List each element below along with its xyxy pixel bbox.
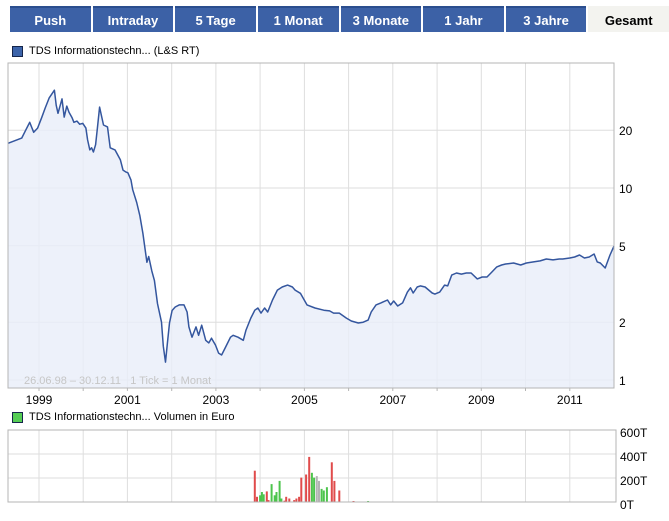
volume-bar: [338, 490, 341, 502]
volume-y-axis-label: 400T: [620, 450, 648, 464]
volume-bar: [285, 496, 288, 502]
volume-bar: [256, 496, 258, 502]
volume-chart: 600T 400T 200T 0T: [7, 426, 648, 512]
range-toolbar: Push Intraday 5 Tage 1 Monat 3 Monate 1 Jahr 3…: [10, 6, 669, 32]
volume-bar: [308, 456, 311, 502]
volume-bar: [273, 495, 276, 502]
volume-legend: TDS Informationstechn... Volumen in Euro: [12, 410, 234, 424]
range-button-5-tage[interactable]: 5 Tage: [175, 6, 256, 32]
price-line-series: [7, 89, 615, 363]
volume-y-axis-label: 200T: [620, 474, 648, 488]
price-legend: TDS Informationstechn... (L&S RT): [12, 44, 199, 58]
range-button-gesamt[interactable]: Gesamt: [588, 6, 669, 32]
price-y-axis-label: 5: [619, 240, 626, 254]
volume-y-axis-label: 0T: [620, 498, 635, 512]
x-axis-year-label: 2005: [291, 393, 318, 407]
range-button-push[interactable]: Push: [10, 6, 91, 32]
volume-bar: [295, 498, 298, 502]
price-y-axis-label: 20: [619, 124, 633, 138]
volume-bar: [253, 470, 256, 502]
volume-plot-frame: [7, 429, 617, 503]
volume-bar: [267, 500, 270, 502]
volume-bar: [259, 495, 262, 502]
volume-bar: [322, 490, 325, 502]
volume-bar: [325, 487, 328, 502]
x-axis-year-label: 2011: [557, 393, 583, 407]
volume-bar: [280, 498, 283, 502]
price-area-fill: [8, 90, 614, 388]
price-y-axis-label: 1: [619, 374, 626, 388]
volume-bar: [330, 462, 333, 502]
volume-bar: [260, 492, 263, 502]
range-button-1-jahr[interactable]: 1 Jahr: [423, 6, 504, 32]
range-button-intraday[interactable]: Intraday: [92, 6, 174, 32]
volume-bar: [275, 492, 278, 502]
volume-bar: [305, 474, 308, 502]
volume-bar: [288, 498, 291, 502]
price-y-axis-label: 2: [619, 316, 626, 330]
volume-bar: [300, 477, 303, 502]
x-axis-year-label: 2003: [203, 393, 230, 407]
volume-bar: [262, 494, 265, 502]
price-legend-label: TDS Informationstechn... (L&S RT): [29, 45, 200, 57]
x-axis-year-label: 1999: [26, 393, 53, 407]
volume-bar: [313, 477, 316, 502]
volume-bar: [315, 476, 318, 502]
volume-bar: [283, 500, 286, 502]
x-axis-year-label: 2001: [114, 393, 141, 407]
price-chart: 26.06.98 – 30.12.11 1 Tick = 1 Monat 1 2 5 1…: [7, 62, 633, 407]
volume-bar: [270, 484, 273, 502]
x-axis-year-label: 2007: [379, 393, 406, 407]
volume-series-swatch-icon: [12, 411, 23, 423]
price-y-axis-label: 10: [619, 182, 633, 196]
price-plot-frame: [7, 62, 615, 389]
volume-bar: [265, 491, 268, 502]
volume-bar: [310, 472, 313, 502]
volume-legend-label: TDS Informationstechn... Volumen in Euro: [29, 411, 235, 423]
x-axis-year-label: 2009: [468, 393, 495, 407]
volume-y-axis-label: 600T: [620, 426, 648, 440]
price-series-swatch-icon: [12, 45, 23, 57]
range-button-1-monat[interactable]: 1 Monat: [257, 6, 339, 32]
chart-watermark: 26.06.98 – 30.12.11 1 Tick = 1 Monat: [24, 375, 211, 387]
range-button-3-jahre[interactable]: 3 Jahre: [505, 6, 587, 32]
volume-bar: [293, 500, 296, 502]
volume-bar: [320, 488, 323, 502]
volume-bar: [278, 480, 281, 502]
range-button-3-monate[interactable]: 3 Monate: [340, 6, 422, 32]
volume-bar: [318, 480, 320, 502]
volume-bar: [298, 496, 301, 502]
volume-bar: [333, 480, 336, 502]
